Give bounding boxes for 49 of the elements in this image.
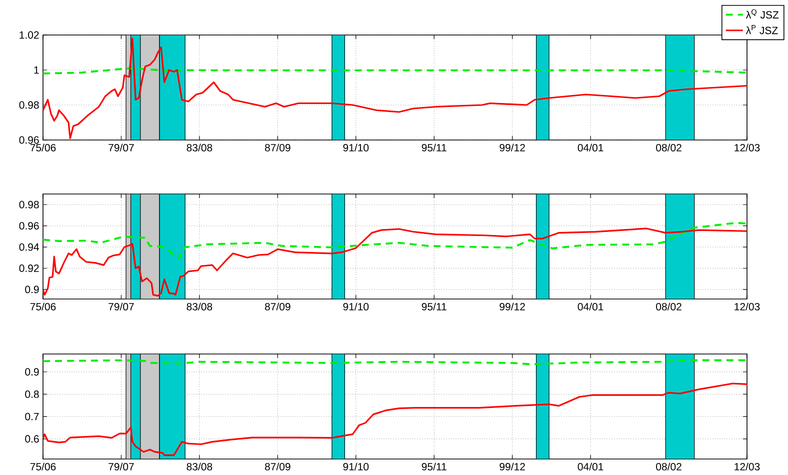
- x-tick-label: 91/10: [343, 462, 369, 470]
- x-tick-label: 91/10: [343, 144, 369, 152]
- y-tick-label: 0.98: [19, 200, 39, 208]
- legend-label: λ$^{Q}$ JSZ: [746, 9, 779, 19]
- x-tick-label: 87/09: [264, 462, 290, 470]
- x-tick-label: 12/03: [734, 144, 760, 152]
- y-tick-label: 0.96: [19, 222, 39, 230]
- line-series: [43, 38, 748, 140]
- x-tick-label: 79/07: [108, 302, 134, 310]
- x-tick-label: 79/07: [108, 144, 134, 152]
- y-tick-label: 1.02: [20, 31, 39, 39]
- y-tick-label: 0.98: [19, 101, 39, 109]
- y-tick-label: 0.96: [19, 136, 39, 144]
- y-tick-label: 0.9: [25, 286, 39, 294]
- x-tick-label: 95/11: [422, 144, 446, 152]
- y-tick-label: 0.7: [25, 412, 39, 420]
- x-tick-label: 12/03: [734, 302, 760, 310]
- x-tick-label: 79/07: [108, 462, 134, 470]
- x-tick-label: 04/01: [578, 144, 604, 152]
- y-tick-label: 0.8: [25, 390, 39, 398]
- text: λ$^{P}$ JSZ: [746, 25, 778, 34]
- x-tick-label: 08/02: [656, 302, 682, 310]
- x-tick-label: 83/08: [186, 462, 212, 470]
- x-tick-label: 95/11: [422, 302, 446, 310]
- line-series: [43, 382, 748, 456]
- x-tick-label: 99/12: [500, 302, 525, 310]
- x-tick-label: 04/01: [578, 302, 604, 310]
- x-tick-label: 91/10: [343, 302, 369, 310]
- y-tick-label: 0.6: [25, 435, 39, 443]
- x-tick-label: 75/06: [30, 144, 56, 152]
- x-tick-label: 12/03: [734, 462, 760, 470]
- x-tick-label: 83/08: [186, 144, 212, 152]
- x-tick-label: 87/09: [264, 144, 290, 152]
- y-tick-label: 0.9: [25, 368, 39, 376]
- y-tick-label: 0.92: [19, 264, 39, 272]
- x-tick-label: 83/08: [186, 302, 212, 310]
- x-tick-label: 95/11: [422, 462, 446, 470]
- x-tick-label: 99/12: [500, 144, 525, 152]
- line-series: [43, 228, 748, 297]
- y-tick-label: 0.94: [19, 243, 39, 251]
- y-tick-label: 1: [34, 66, 39, 74]
- line-series: [43, 222, 748, 260]
- x-tick-label: 04/01: [578, 462, 604, 470]
- x-tick-label: 75/06: [30, 302, 56, 310]
- x-tick-label: 99/12: [500, 462, 525, 470]
- x-tick-label: 87/09: [264, 302, 290, 310]
- x-tick-label: 08/02: [656, 462, 682, 470]
- x-tick-label: 08/02: [656, 144, 682, 152]
- x-tick-label: 75/06: [30, 462, 56, 470]
